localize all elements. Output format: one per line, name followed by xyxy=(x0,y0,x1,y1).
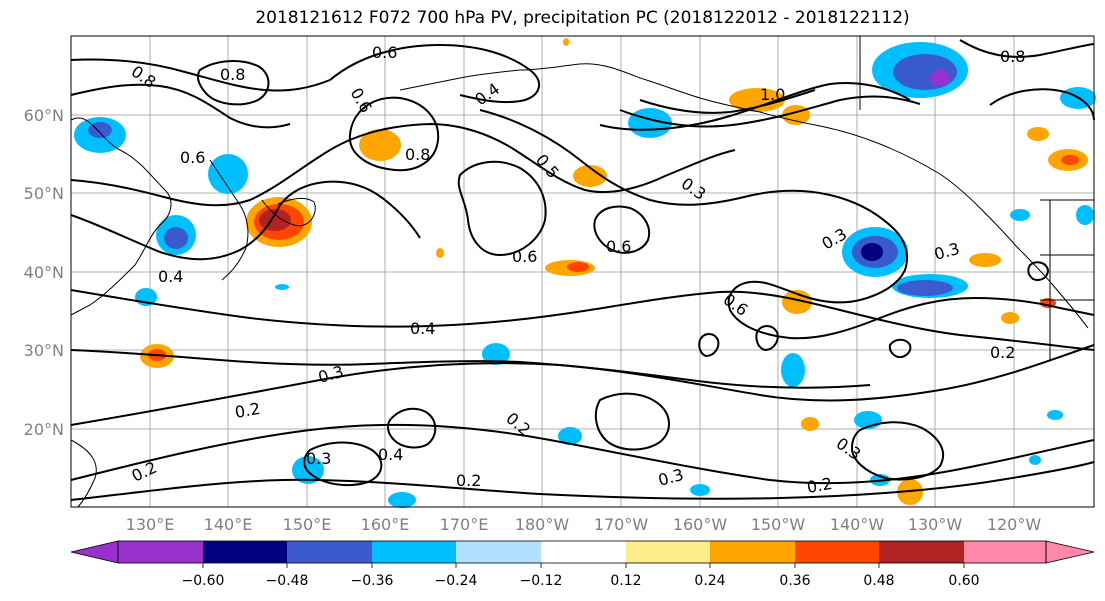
lon-label: 180°W xyxy=(515,515,570,534)
colorbar-tick-label: 0.60 xyxy=(948,573,979,589)
colorbar-tick-label: −0.48 xyxy=(266,573,309,589)
lon-label: 140°E xyxy=(204,515,253,534)
contour-label: 0.4 xyxy=(158,267,183,286)
contour-label: 0.8 xyxy=(220,65,245,84)
contour-label: 0.2 xyxy=(990,343,1015,362)
lon-label: 150°E xyxy=(283,515,332,534)
contour-label: 0.4 xyxy=(378,445,403,464)
colorbar-segment xyxy=(541,541,626,563)
precip-shading xyxy=(74,38,1096,508)
lon-labels: 130°E 140°E 150°E 160°E 170°E 180°W 170°… xyxy=(126,515,1042,534)
colorbar-tick-label: −0.12 xyxy=(520,573,563,589)
colorbar: −0.60 −0.48 −0.36 −0.24 −0.12 0.12 0.24 … xyxy=(70,540,1095,589)
gridlines xyxy=(71,36,1094,507)
contour-label: 0.2 xyxy=(805,474,833,497)
lon-label: 150°W xyxy=(751,515,806,534)
colorbar-segment xyxy=(879,541,964,563)
colorbar-segment xyxy=(795,541,879,563)
lon-label: 170°W xyxy=(594,515,649,534)
lat-label: 40°N xyxy=(24,263,64,282)
colorbar-segment xyxy=(710,541,795,563)
colorbar-tick-label: −0.36 xyxy=(351,573,394,589)
contour-label: 0.4 xyxy=(410,319,435,338)
contour-label: 0.3 xyxy=(306,449,331,468)
colorbar-segment xyxy=(118,541,203,563)
lat-labels: 60°N 50°N 40°N 30°N 20°N xyxy=(24,106,64,439)
colorbar-tick-label: −0.60 xyxy=(182,573,225,589)
lon-label: 160°E xyxy=(361,515,410,534)
lon-label: 130°E xyxy=(126,515,175,534)
colorbar-extend-max xyxy=(1045,540,1095,564)
lat-label: 50°N xyxy=(24,184,64,203)
contour-label: 0.6 xyxy=(512,247,537,266)
lon-label: 160°W xyxy=(673,515,728,534)
colorbar-tick-label: 0.48 xyxy=(863,573,894,589)
contour-label: 0.6 xyxy=(372,43,397,62)
colorbar-tick-label: 0.24 xyxy=(694,573,725,589)
colorbar-tick-label: 0.12 xyxy=(610,573,641,589)
contour-label: 0.2 xyxy=(233,399,261,422)
contour-label: 0.8 xyxy=(405,145,430,164)
lon-label: 130°W xyxy=(908,515,963,534)
contour-label: 0.8 xyxy=(1000,47,1025,66)
lat-label: 20°N xyxy=(24,420,64,439)
coastlines xyxy=(70,36,1094,508)
colorbar-segment xyxy=(287,541,372,563)
colorbar-segment xyxy=(964,541,1046,563)
contour-label: 0.6 xyxy=(606,237,631,256)
contour-label: 1.0 xyxy=(760,85,785,104)
contour-label: 0.2 xyxy=(456,471,481,490)
colorbar-segment xyxy=(626,541,710,563)
colorbar-tick-label: −0.24 xyxy=(435,573,478,589)
lon-label: 140°W xyxy=(830,515,885,534)
lon-label: 120°W xyxy=(987,515,1042,534)
colorbar-segment xyxy=(372,541,456,563)
colorbar-segment xyxy=(456,541,541,563)
map-title: 2018121612 F072 700 hPa PV, precipitatio… xyxy=(255,8,910,28)
pv-contours xyxy=(70,39,1095,501)
colorbar-segment xyxy=(203,541,287,563)
lat-label: 30°N xyxy=(24,341,64,360)
lon-label: 170°E xyxy=(440,515,489,534)
colorbar-tick-label: 0.36 xyxy=(779,573,810,589)
map-frame xyxy=(70,35,1095,508)
colorbar-extend-min xyxy=(70,540,119,564)
contour-label: 0.6 xyxy=(180,148,205,167)
lat-label: 60°N xyxy=(24,106,64,125)
